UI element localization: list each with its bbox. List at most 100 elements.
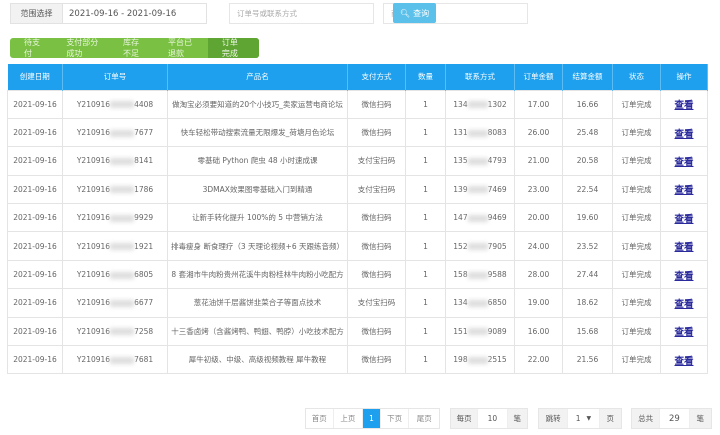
order-id-prefix: Y210916 [76, 270, 111, 280]
contact-cell: 135 4793 [445, 146, 515, 176]
masked-text [110, 328, 135, 336]
tab-partial[interactable]: 支付部分成功 [66, 38, 99, 58]
column-header: 联系方式 [445, 64, 515, 90]
status-cell: 订单完成 [612, 117, 661, 148]
date-range-picker[interactable]: 范围选择 2021-09-16 - 2021-09-16 [10, 3, 207, 24]
masked-text [110, 356, 135, 364]
payment-cell: 微信扫码 [347, 316, 406, 347]
tab-refunded[interactable]: 平台已退款 [168, 38, 193, 58]
per-page-input[interactable]: 10 [478, 409, 508, 428]
phone-prefix: 139 [453, 184, 468, 194]
first-page-button[interactable]: 首页 [306, 409, 334, 428]
view-link[interactable]: 查看 [674, 213, 694, 225]
action-cell: 查看 [660, 259, 708, 290]
order-id-suffix: 1786 [134, 184, 154, 194]
masked-text [467, 356, 488, 364]
order-id-cell: Y210916 8141 [62, 146, 168, 176]
range-value[interactable]: 2021-09-16 - 2021-09-16 [69, 8, 177, 19]
status-tabs: 待支付 支付部分成功 库存不足 平台已退款 订单完成 [10, 38, 259, 58]
tab-completed[interactable]: 订单完成 [207, 38, 259, 58]
status-cell: 订单完成 [612, 231, 661, 261]
view-link[interactable]: 查看 [674, 355, 694, 367]
action-cell: 查看 [660, 146, 708, 176]
chevron-down-icon: ▼ [586, 415, 592, 422]
status-cell: 订单完成 [612, 146, 661, 176]
contact-cell: 131 8083 [445, 117, 515, 148]
phone-suffix: 4793 [487, 156, 507, 166]
order-id-suffix: 4408 [134, 99, 154, 109]
phone-suffix: 6850 [487, 298, 507, 308]
amount-cell: 23.00 [514, 174, 563, 205]
status-cell: 订单完成 [612, 316, 661, 347]
total-control: 总共 29 笔 [631, 408, 712, 429]
contact-cell: 198 2515 [445, 345, 515, 375]
current-page[interactable]: 1 [363, 409, 381, 428]
order-id-prefix: Y210916 [76, 99, 111, 109]
contact-cell: 158 9588 [445, 259, 515, 290]
view-link[interactable]: 查看 [674, 156, 694, 168]
settle-cell: 18.62 [562, 288, 613, 318]
payment-cell: 支付宝扫码 [347, 288, 406, 318]
search-button[interactable]: 🔍︎ 查询 [393, 3, 436, 23]
order-id-cell: Y210916 6805 [62, 259, 168, 290]
table-row: 2021-09-16 Y210916 4408 做淘宝必须要知道的20个小技巧_卖家运… [7, 89, 708, 119]
pager: 首页 上页 1 下页 尾页 [305, 408, 440, 429]
masked-text [467, 101, 488, 109]
view-link[interactable]: 查看 [674, 100, 694, 112]
quantity-cell: 1 [405, 146, 446, 176]
jump-select[interactable]: 1 ▼ [568, 409, 600, 428]
phone-suffix: 9089 [487, 326, 507, 336]
phone-prefix: 151 [453, 326, 468, 336]
masked-text [110, 214, 135, 222]
last-page-button[interactable]: 尾页 [416, 414, 432, 423]
status-cell: 订单完成 [612, 89, 661, 119]
payment-cell: 微信扫码 [347, 231, 406, 261]
column-header: 产品名 [167, 64, 348, 90]
settle-cell: 19.60 [562, 203, 613, 233]
product-cell: 让新手转化提升 100%的 5 中营销方法 [167, 203, 348, 233]
table-row: 2021-09-16 Y210916 7258 十三香卤烤（含酱烤鸭、鸭翅、鸭脖）小吃… [7, 316, 708, 347]
order-id-cell: Y210916 1921 [62, 231, 168, 261]
next-page-button[interactable]: 下页 [381, 409, 410, 428]
order-id-suffix: 9929 [134, 213, 154, 223]
column-header: 结算金额 [562, 64, 613, 90]
phone-prefix: 134 [453, 99, 468, 109]
order-id-cell: Y210916 4408 [62, 89, 168, 119]
masked-text [467, 328, 488, 336]
order-search-input[interactable]: 订单号或联系方式 [229, 3, 374, 24]
settle-cell: 16.66 [562, 89, 613, 119]
view-link[interactable]: 查看 [674, 128, 694, 140]
amount-cell: 26.00 [514, 117, 563, 148]
amount-cell: 19.00 [514, 288, 563, 318]
date-cell: 2021-09-16 [7, 316, 63, 347]
masked-text [110, 299, 135, 307]
quantity-cell: 1 [405, 345, 446, 375]
status-cell: 订单完成 [612, 174, 661, 205]
settle-cell: 20.58 [562, 146, 613, 176]
settle-cell: 25.48 [562, 117, 613, 148]
view-link[interactable]: 查看 [674, 270, 694, 282]
settle-cell: 15.68 [562, 316, 613, 347]
phone-suffix: 7905 [487, 241, 507, 251]
tab-out-of-stock[interactable]: 库存不足 [122, 38, 139, 58]
view-link[interactable]: 查看 [674, 327, 694, 339]
view-link[interactable]: 查看 [674, 185, 694, 197]
phone-prefix: 158 [453, 270, 468, 280]
action-cell: 查看 [660, 174, 708, 205]
masked-text [467, 299, 488, 307]
quantity-cell: 1 [405, 316, 446, 347]
phone-suffix: 2515 [487, 355, 507, 365]
table-row: 2021-09-16 Y210916 1921 排毒瘦身 断食理疗（3 天理论视频+6… [7, 231, 708, 261]
prev-page-button[interactable]: 上页 [334, 409, 364, 428]
masked-text [110, 157, 135, 165]
payment-cell: 微信扫码 [347, 259, 406, 290]
view-link[interactable]: 查看 [674, 242, 694, 254]
total-label: 总共 [632, 409, 661, 428]
payment-cell: 微信扫码 [347, 345, 406, 375]
order-id-prefix: Y210916 [76, 213, 111, 223]
view-link[interactable]: 查看 [674, 298, 694, 310]
column-header: 创建日期 [7, 64, 63, 90]
quantity-cell: 1 [405, 203, 446, 233]
table-row: 2021-09-16 Y210916 6677 葱花油饼千层酱饼韭菜合子等面点技术 支付… [7, 288, 708, 318]
tab-pending[interactable]: 待支付 [24, 38, 40, 58]
